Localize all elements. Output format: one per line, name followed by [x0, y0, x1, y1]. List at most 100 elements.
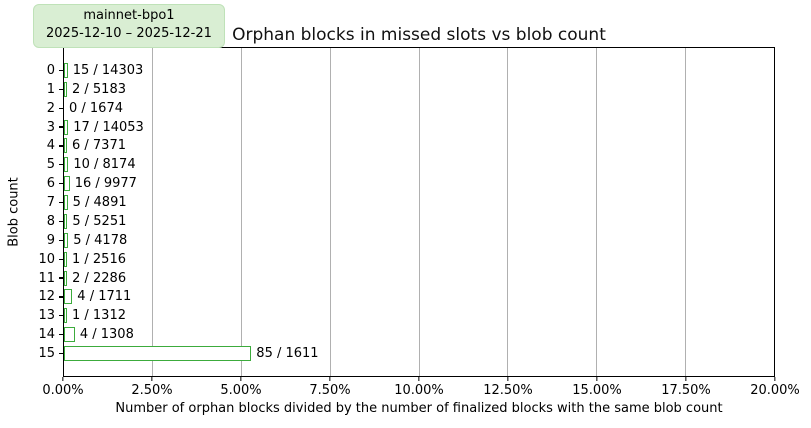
bar	[64, 270, 68, 286]
x-tick-label: 7.50%	[309, 383, 351, 398]
y-tick-mark	[59, 183, 63, 185]
y-tick-label: 4	[46, 138, 55, 154]
y-tick-mark	[59, 69, 63, 72]
x-tick-mark	[62, 377, 64, 381]
bar-value-label: 5 / 4891	[72, 195, 127, 211]
x-tick-mark	[418, 377, 420, 381]
bar-row: 1 2 / 5183	[47, 80, 774, 99]
y-tick-label: 8	[46, 213, 55, 229]
legend-run-name: mainnet-bpo1	[83, 8, 175, 23]
y-tick-label: 12	[38, 289, 55, 305]
bar	[64, 251, 67, 267]
gridline	[507, 48, 509, 376]
x-tick-mark	[596, 377, 598, 381]
y-tick-mark	[59, 145, 63, 147]
gridline	[329, 48, 331, 376]
bar-value-label: 5 / 5251	[72, 213, 127, 229]
x-tick-mark	[240, 377, 242, 381]
x-tick-label: 20.00%	[750, 383, 800, 398]
bar-value-label: 6 / 7371	[72, 138, 126, 154]
bars-container: 0 15 / 14303 1 2 / 5183 2 0 / 1674 3 17 / 14053…	[38, 48, 774, 376]
chart-title: Orphan blocks in missed slots vs blob co…	[232, 25, 606, 45]
y-tick-label: 7	[46, 195, 55, 211]
bar-row: 8 5 / 5251	[47, 212, 774, 231]
gridline	[418, 48, 420, 376]
y-axis-label: Blob count	[6, 177, 22, 247]
x-tick-mark	[151, 377, 153, 381]
y-tick-mark	[59, 315, 63, 317]
bar-row: 13 1 / 1312	[38, 306, 774, 325]
y-tick-mark	[59, 239, 63, 241]
y-tick-label: 5	[46, 157, 55, 173]
bar-value-label: 17 / 14053	[73, 119, 144, 135]
bar-value-label: 4 / 1308	[79, 327, 134, 343]
bar-row: 15 85 / 1611	[38, 344, 774, 363]
bar-row: 14 4 / 1308	[38, 325, 774, 344]
bar	[64, 176, 70, 192]
bar-value-label: 15 / 14303	[72, 62, 144, 78]
x-tick-label: 2.50%	[131, 383, 173, 398]
bar-row: 10 1 / 2516	[38, 250, 774, 269]
y-tick-label: 11	[38, 270, 55, 286]
x-tick-label: 0.00%	[42, 383, 84, 398]
y-tick-label: 9	[46, 232, 55, 248]
gridline	[152, 48, 154, 376]
gridline	[241, 48, 242, 376]
y-tick-label: 3	[46, 119, 55, 135]
bar	[64, 119, 69, 135]
bar	[64, 213, 68, 229]
bar	[64, 195, 68, 211]
bar	[64, 232, 69, 248]
bar-row: 4 6 / 7371	[47, 137, 774, 156]
bar-row: 9 5 / 4178	[47, 231, 774, 250]
gridlines	[64, 48, 774, 376]
y-tick-mark	[59, 201, 63, 204]
x-tick-mark	[507, 377, 509, 381]
y-tick-mark	[59, 88, 63, 90]
y-tick-label: 15	[38, 346, 55, 362]
bar	[64, 81, 67, 97]
bar-row: 6 16 / 9977	[47, 174, 774, 193]
bar-value-label: 0 / 1674	[69, 100, 123, 116]
gridline	[596, 48, 597, 376]
bar	[64, 289, 73, 305]
y-tick-mark	[59, 107, 63, 109]
plot-area: 0 15 / 14303 1 2 / 5183 2 0 / 1674 3 17 / 14053…	[38, 47, 775, 377]
bar	[64, 308, 67, 324]
bar	[64, 138, 67, 154]
x-axis-label: Number of orphan blocks divided by the n…	[115, 401, 723, 416]
bar-value-label: 16 / 9977	[74, 176, 137, 192]
x-axis-ticks: 0.00% 2.50% 5.00% 7.50% 10.00% 12.50% 15.00% 17…	[42, 377, 800, 401]
y-tick-label: 13	[38, 308, 55, 324]
legend-date-range: 2025-12-10 – 2025-12-21	[46, 26, 212, 42]
y-tick-label: 2	[46, 100, 55, 116]
y-tick-mark	[59, 352, 63, 355]
bar	[64, 157, 69, 173]
x-tick-mark	[329, 377, 331, 381]
x-tick-label: 10.00%	[394, 383, 444, 398]
y-tick-mark	[59, 164, 63, 166]
bar-value-label: 1 / 2516	[72, 251, 126, 267]
bar-value-label: 2 / 2286	[72, 270, 127, 286]
y-tick-mark	[59, 277, 63, 279]
legend-box: mainnet-bpo1 2025-12-10 – 2025-12-21	[33, 4, 225, 48]
bar-row: 5 10 / 8174	[47, 155, 774, 174]
gridline	[684, 48, 686, 376]
bar	[64, 327, 75, 343]
x-tick-label: 5.00%	[220, 383, 262, 398]
bar-row: 11 2 / 2286	[38, 269, 774, 288]
y-tick-mark	[59, 126, 63, 128]
bar-row: 7 5 / 4891	[47, 193, 774, 212]
x-tick-mark	[774, 377, 776, 381]
bar-value-label: 4 / 1711	[77, 289, 132, 305]
y-tick-label: 0	[46, 62, 55, 78]
y-tick-mark	[59, 258, 63, 260]
bar-value-label: 2 / 5183	[72, 81, 126, 97]
x-tick-label: 12.50%	[483, 383, 533, 398]
y-tick-mark	[59, 296, 63, 298]
bar-row: 0 15 / 14303	[47, 61, 774, 80]
bar-value-label: 5 / 4178	[73, 232, 128, 248]
bar-row: 2 0 / 1674	[47, 99, 774, 118]
bar-value-label: 1 / 1312	[72, 308, 126, 324]
y-tick-label: 14	[38, 327, 55, 343]
